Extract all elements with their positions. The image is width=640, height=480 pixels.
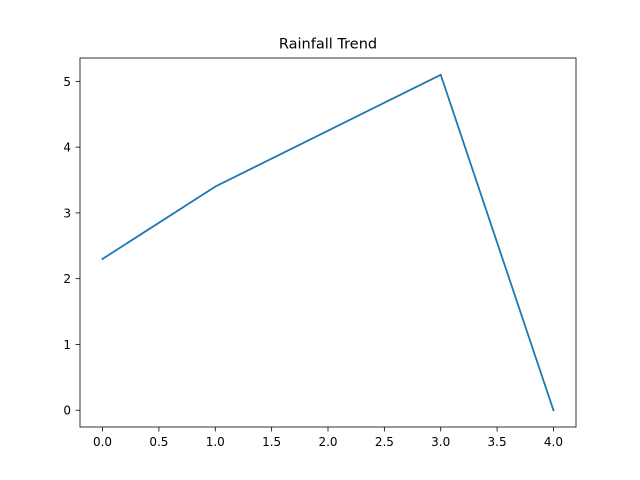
plot-area <box>80 58 576 427</box>
chart-title: Rainfall Trend <box>279 37 377 53</box>
data-point <box>214 185 217 188</box>
y-tick-label: 0 <box>63 404 71 418</box>
y-tick-label: 4 <box>63 141 71 155</box>
x-tick-label: 3.5 <box>488 435 507 449</box>
x-tick-label: 4.0 <box>544 435 563 449</box>
data-point <box>101 258 104 260</box>
series-layer <box>101 73 555 412</box>
data-point <box>327 129 329 132</box>
y-tick-label: 3 <box>63 206 71 220</box>
y-tick-label: 2 <box>63 272 71 286</box>
x-tick-label: 1.5 <box>262 435 281 449</box>
data-point <box>552 409 555 412</box>
x-tick-label: 1.0 <box>206 435 225 449</box>
plot-frame <box>79 57 577 428</box>
y-axis: 0 1 2 3 4 5 <box>63 75 80 418</box>
y-tick-label: 5 <box>63 75 71 89</box>
x-tick-label: 2.5 <box>375 435 394 449</box>
x-tick-label: 0.5 <box>149 435 168 449</box>
x-tick-label: 2.0 <box>318 435 337 449</box>
y-tick-label: 1 <box>63 338 71 352</box>
x-tick-label: 3.0 <box>431 435 450 449</box>
x-tick-label: 0.0 <box>93 435 112 449</box>
data-point <box>439 73 442 76</box>
x-axis: 0.0 0.5 1.0 1.5 2.0 2.5 3.0 3.5 4.0 <box>93 427 563 449</box>
